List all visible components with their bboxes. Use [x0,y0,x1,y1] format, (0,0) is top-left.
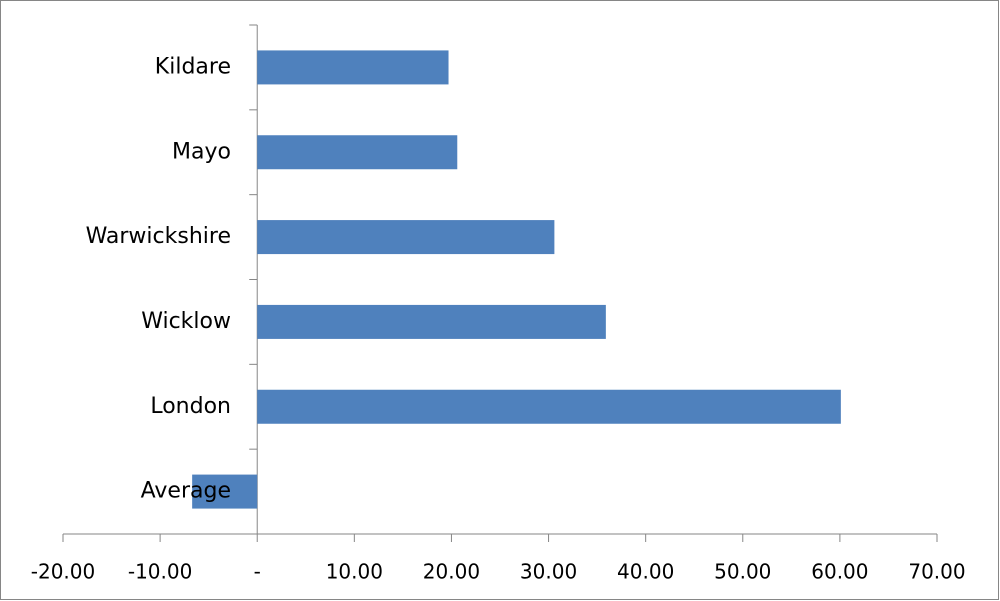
x-tick-label: 60.00 [811,560,868,584]
x-tick-label: 40.00 [617,560,674,584]
x-tick-label: -10.00 [128,560,192,584]
bar [192,474,258,509]
x-tick-label: 70.00 [908,560,965,584]
y-tick-label: Kildare [155,54,231,79]
x-tick-label: - [254,560,261,584]
bar [257,50,449,85]
y-tick-label: Mayo [172,139,231,164]
x-tick-label: 20.00 [423,560,480,584]
y-tick-label: Warwickshire [86,224,231,249]
y-tick-label: London [150,394,231,419]
bar [257,389,841,424]
x-tick-label: 30.00 [520,560,577,584]
bar [257,304,606,339]
x-tick-label: 10.00 [326,560,383,584]
y-tick-label: Average [141,479,231,504]
y-tick-label: Wicklow [141,309,231,334]
x-tick-label: 50.00 [714,560,771,584]
bar [257,135,458,170]
bar [257,220,555,255]
x-tick-label: -20.00 [31,560,95,584]
